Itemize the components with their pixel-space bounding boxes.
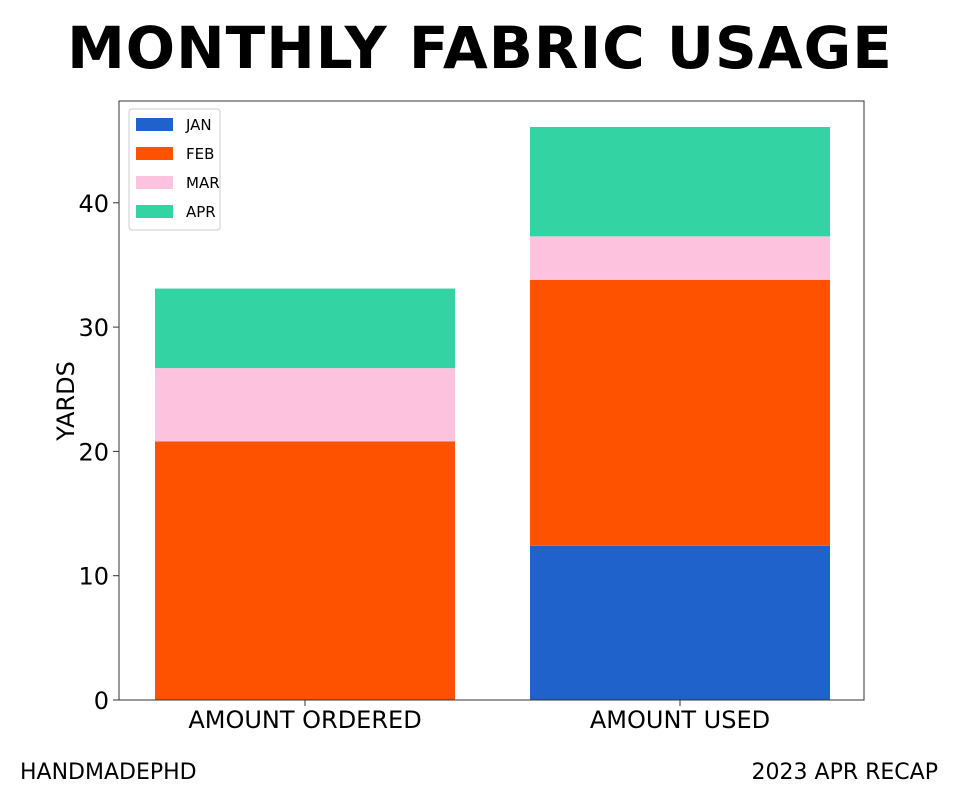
bar-jan-1	[530, 545, 830, 700]
bars-group	[155, 126, 830, 700]
y-tick-label: 40	[78, 190, 109, 218]
legend: JAN FEB MAR APR	[128, 108, 221, 231]
legend-label-mar: MAR	[186, 174, 220, 192]
legend-label-feb: FEB	[186, 145, 214, 163]
chart-title: MONTHLY FABRIC USAGE	[67, 14, 893, 82]
y-tick-label: 10	[78, 563, 109, 591]
y-axis: 0 10 20 30 40	[78, 190, 119, 715]
bar-apr-0	[155, 288, 455, 369]
legend-label-jan: JAN	[185, 116, 212, 134]
bar-feb-0	[155, 441, 455, 700]
legend-box	[128, 108, 221, 231]
legend-swatch-mar	[136, 176, 173, 189]
legend-swatch-apr	[136, 205, 173, 218]
legend-swatch-feb	[136, 147, 173, 160]
legend-swatch-jan	[136, 118, 173, 131]
x-axis: AMOUNT ORDERED AMOUNT USED	[188, 700, 770, 734]
plot-frame	[118, 100, 865, 701]
legend-label-apr: APR	[186, 203, 216, 221]
bar-mar-0	[155, 368, 455, 442]
y-tick-label: 20	[78, 438, 109, 466]
y-axis-label: YARDS	[52, 361, 80, 442]
footer-credit: HANDMADEPHD	[20, 760, 197, 785]
footer-recap: 2023 APR RECAP	[751, 760, 938, 785]
x-tick-label: AMOUNT USED	[590, 706, 770, 734]
x-tick-label: AMOUNT ORDERED	[188, 706, 421, 734]
bar-feb-1	[530, 279, 830, 546]
bar-mar-1	[530, 236, 830, 280]
bar-apr-1	[530, 126, 830, 237]
y-tick-label: 30	[78, 314, 109, 342]
y-tick-label: 0	[94, 687, 109, 715]
